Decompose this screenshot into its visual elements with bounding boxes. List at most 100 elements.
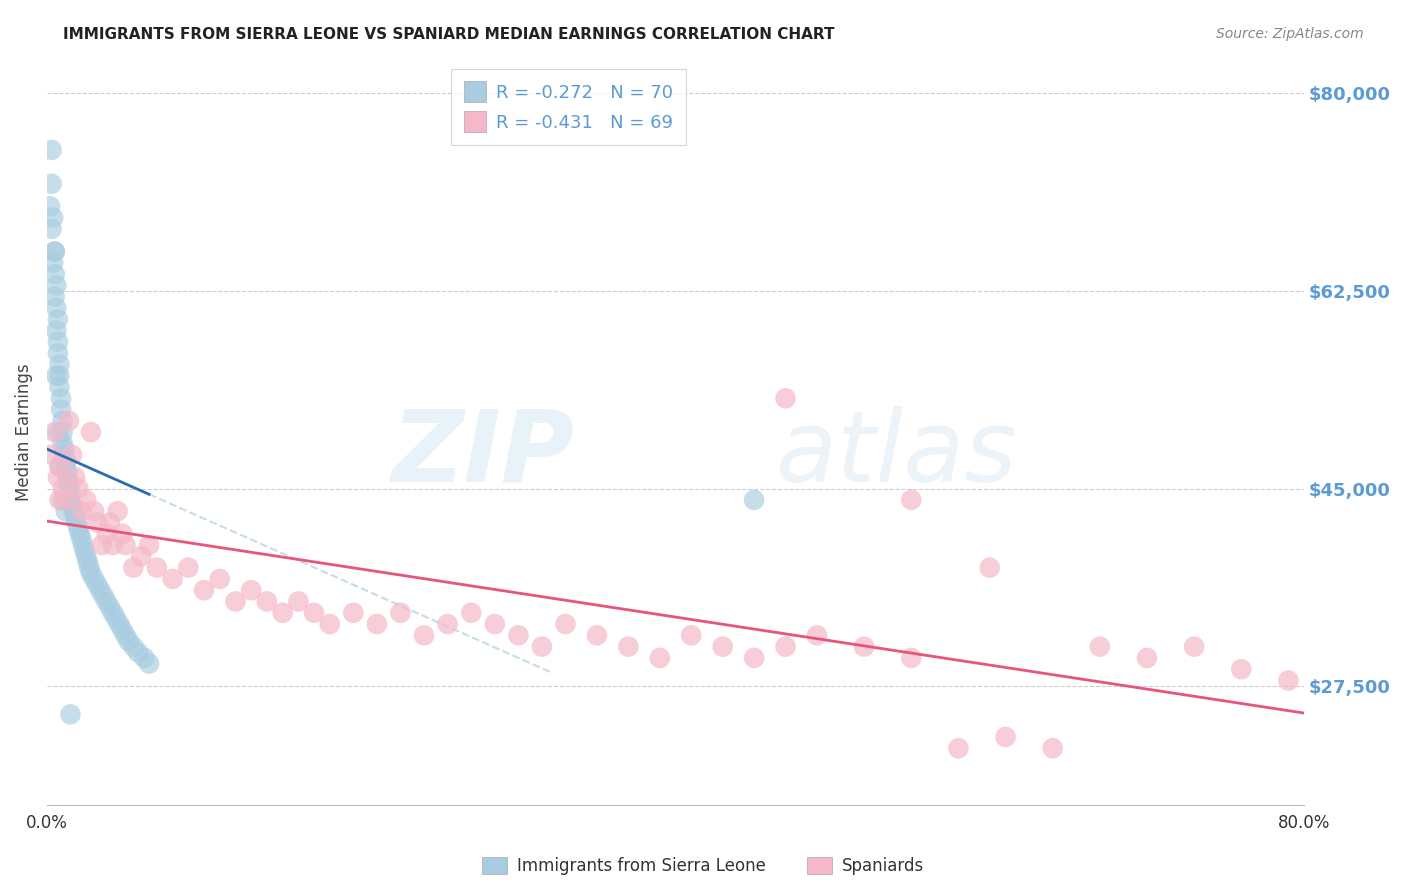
Point (436, 617, 458, 632)
Point (49, 391, 72, 405)
Point (101, 606, 124, 620)
Text: ZIP: ZIP (392, 406, 575, 503)
Point (319, 617, 342, 632)
Point (45, 324, 67, 338)
Point (42, 256, 65, 270)
Point (98, 600, 121, 615)
Point (900, 492, 922, 507)
Point (122, 640, 145, 654)
Point (80, 425, 103, 439)
Point (93, 589, 115, 603)
Point (55, 504, 77, 518)
Point (342, 606, 364, 620)
Point (49, 402, 72, 417)
Point (59, 492, 82, 507)
Point (105, 611, 128, 625)
Point (52, 436, 75, 450)
Point (271, 606, 294, 620)
Point (114, 628, 136, 642)
Point (101, 538, 124, 552)
Point (134, 651, 156, 665)
Point (52, 492, 75, 507)
Point (55, 458, 77, 473)
Point (107, 504, 129, 518)
Point (1088, 640, 1111, 654)
Point (129, 549, 152, 564)
Point (52, 425, 75, 439)
Point (484, 617, 506, 632)
Point (108, 617, 131, 632)
Point (44, 425, 66, 439)
Point (79, 560, 101, 574)
Point (41, 222, 63, 236)
Point (69, 526, 91, 541)
Point (44, 267, 66, 281)
Point (39, 199, 62, 213)
Point (80, 566, 103, 581)
Point (83, 504, 105, 518)
Point (413, 628, 436, 642)
Point (98, 516, 121, 530)
Point (56, 470, 79, 484)
Point (58, 414, 80, 428)
Point (86, 516, 108, 530)
Point (60, 499, 83, 513)
Text: Source: ZipAtlas.com: Source: ZipAtlas.com (1216, 27, 1364, 41)
Point (48, 358, 70, 372)
Text: atlas: atlas (776, 406, 1018, 503)
Point (53, 448, 76, 462)
Point (46, 425, 69, 439)
Point (146, 560, 169, 574)
Point (58, 482, 80, 496)
Point (63, 509, 86, 524)
Point (59, 707, 82, 722)
Point (1230, 662, 1253, 676)
Point (75, 492, 97, 507)
Point (208, 572, 231, 586)
Point (586, 628, 609, 642)
Point (41, 448, 63, 462)
Point (72, 538, 94, 552)
Point (224, 594, 246, 608)
Point (1182, 640, 1205, 654)
Point (52, 482, 75, 496)
Point (46, 470, 69, 484)
Point (853, 640, 876, 654)
Point (83, 572, 105, 586)
Point (89, 583, 111, 598)
Point (127, 645, 149, 659)
Point (45, 368, 67, 383)
Point (41, 177, 63, 191)
Point (45, 301, 67, 315)
Point (48, 380, 70, 394)
Point (742, 651, 765, 665)
Point (44, 290, 66, 304)
Point (42, 211, 65, 225)
Point (177, 560, 200, 574)
Point (681, 628, 703, 642)
Point (711, 640, 734, 654)
Point (46, 346, 69, 360)
Point (46, 312, 69, 326)
Point (240, 583, 263, 598)
Point (58, 475, 80, 490)
Point (70, 504, 93, 518)
Point (75, 549, 97, 564)
Point (45, 278, 67, 293)
Point (86, 577, 108, 591)
Point (117, 634, 139, 648)
Point (59, 487, 82, 501)
Point (67, 482, 90, 496)
Point (302, 606, 325, 620)
Point (44, 244, 66, 259)
Point (389, 606, 412, 620)
Point (48, 368, 70, 383)
Point (162, 572, 184, 586)
Point (122, 560, 145, 574)
Point (287, 594, 309, 608)
Point (48, 458, 70, 473)
Point (648, 651, 671, 665)
Point (806, 628, 828, 642)
Point (256, 594, 278, 608)
Point (111, 526, 134, 541)
